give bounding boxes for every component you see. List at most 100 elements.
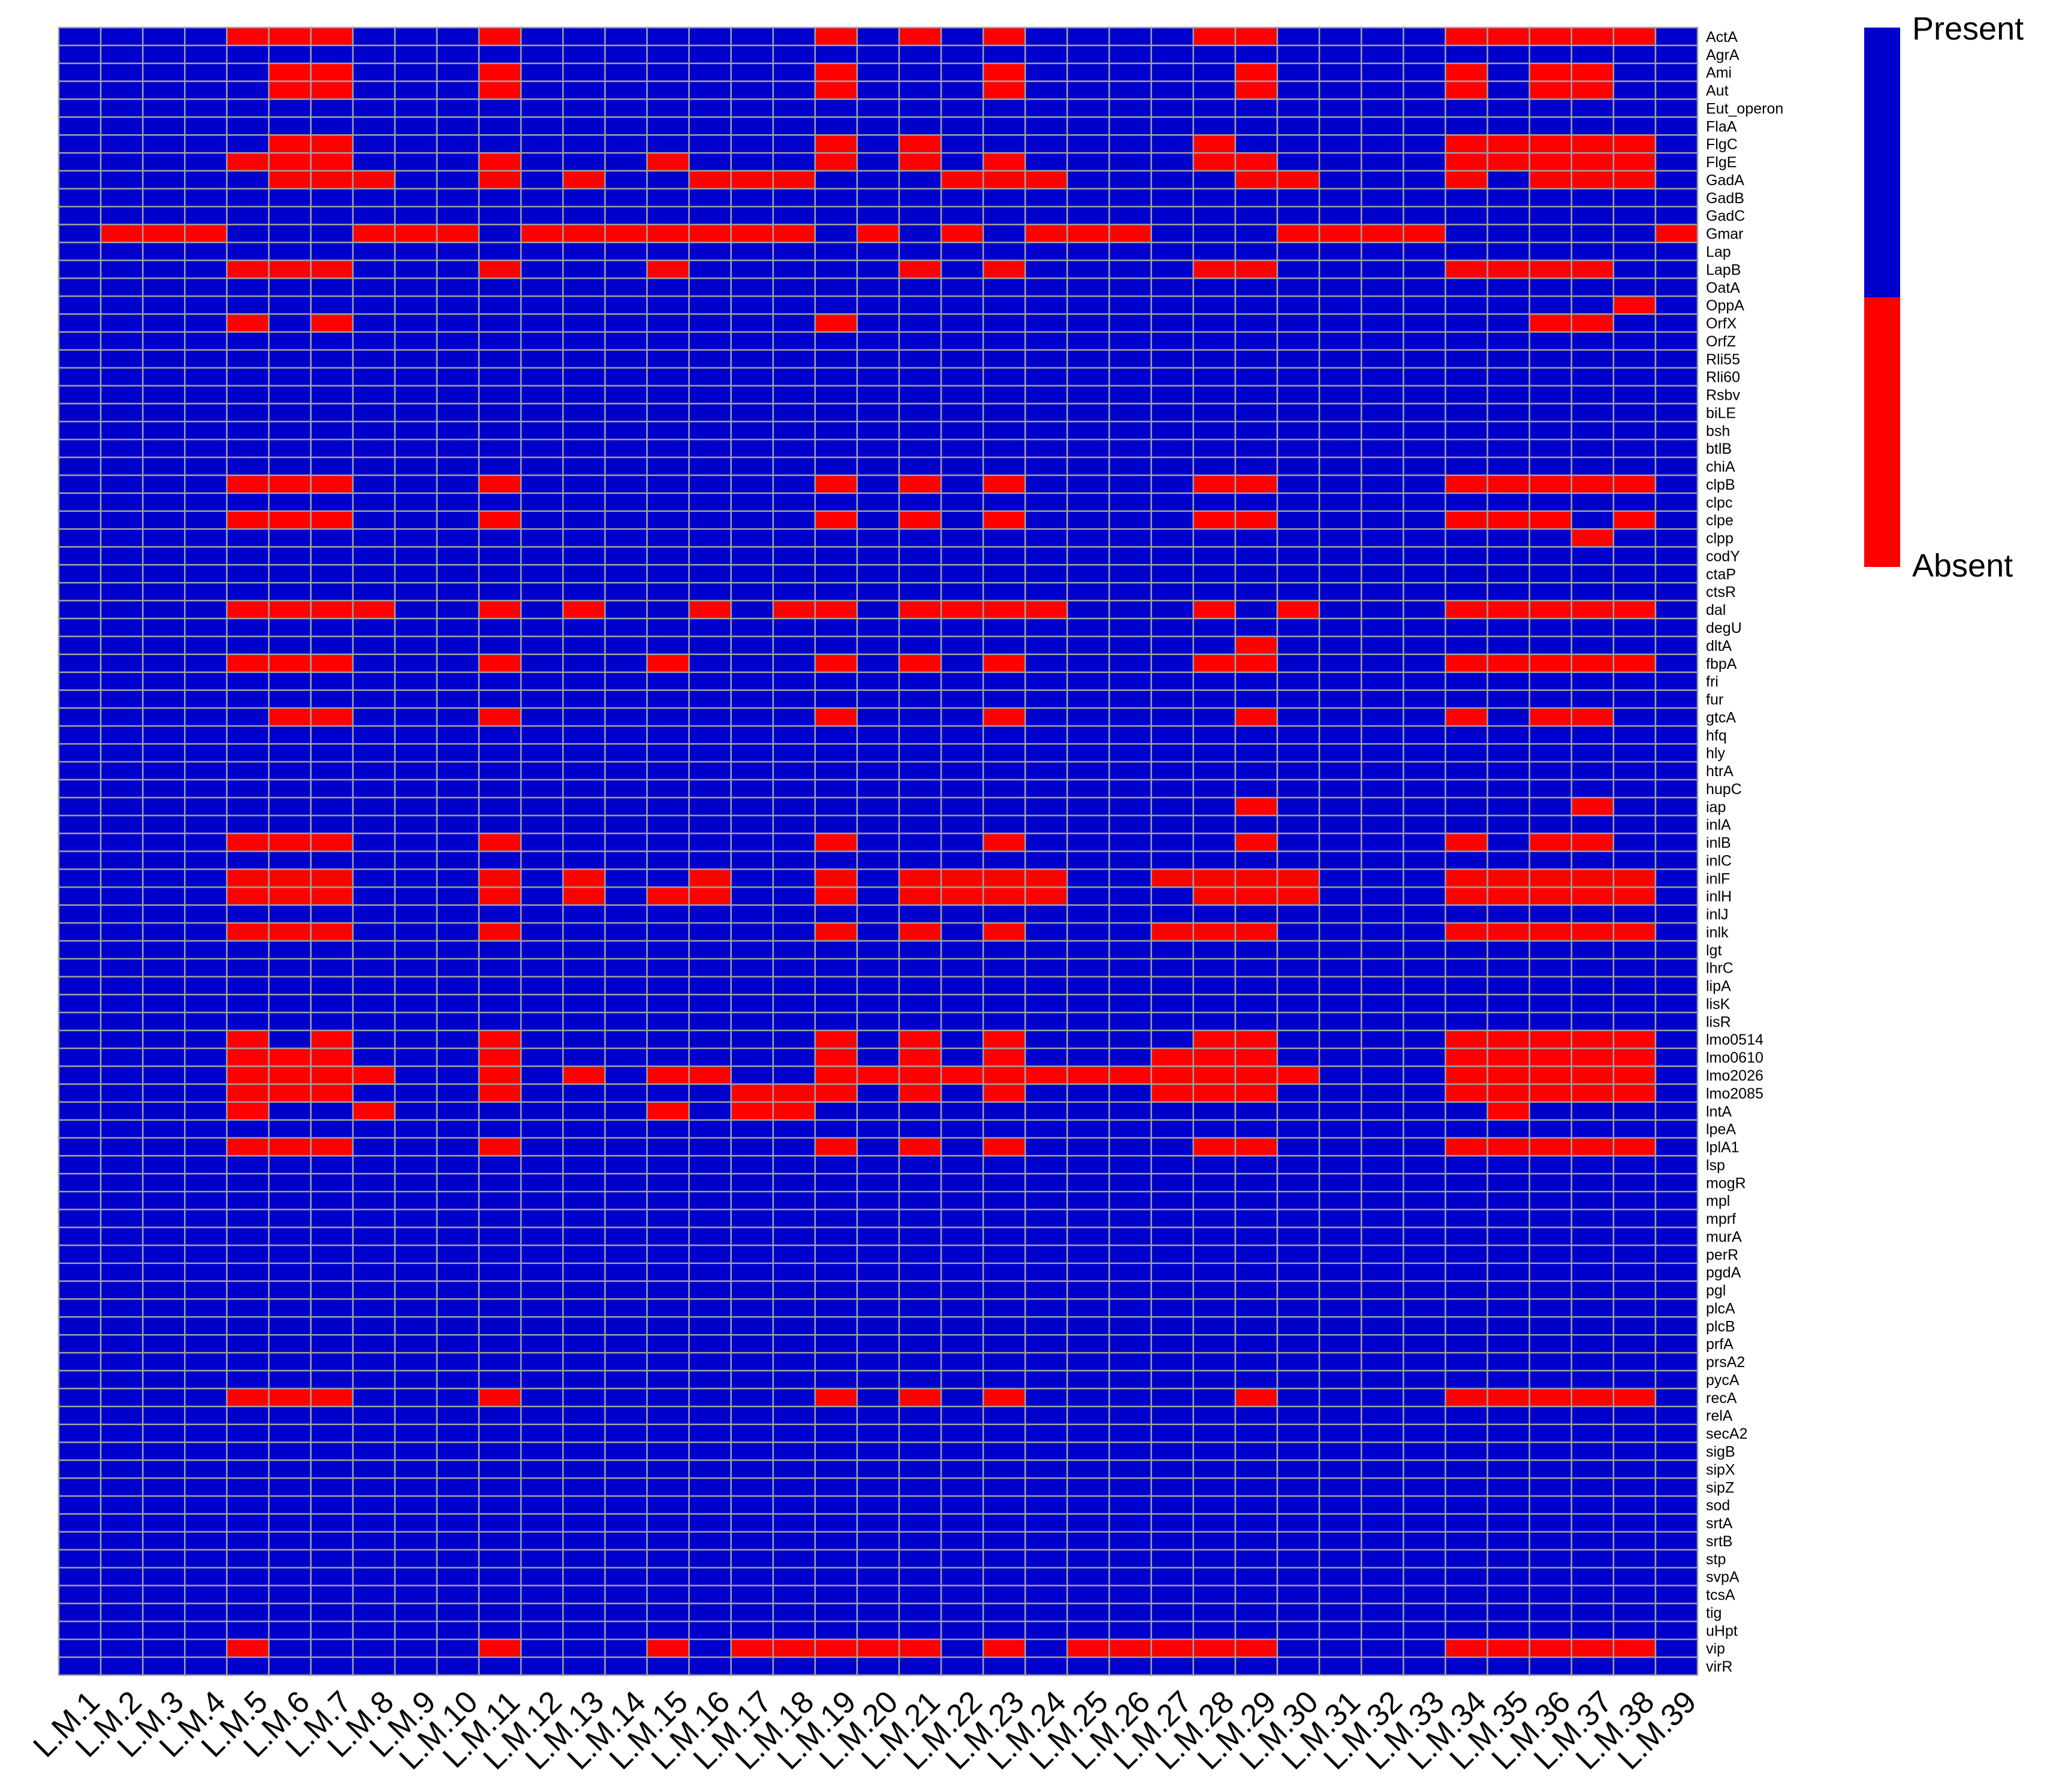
heatmap-cell	[141, 1298, 186, 1318]
heatmap-cell	[562, 170, 606, 190]
heatmap-cell	[1654, 439, 1699, 458]
heatmap-cell	[1612, 1208, 1657, 1229]
heatmap-cell	[268, 1065, 312, 1085]
heatmap-cell	[1403, 1173, 1446, 1193]
heatmap-cell	[1529, 1495, 1572, 1515]
heatmap-cell	[226, 1208, 270, 1229]
heatmap-cell	[982, 98, 1026, 118]
heatmap-cell	[184, 1280, 228, 1300]
heatmap-cell	[520, 1030, 564, 1049]
heatmap-cell	[1529, 707, 1572, 727]
heatmap-cell	[1192, 385, 1237, 405]
heatmap-cell	[58, 421, 102, 441]
heatmap-cell	[1403, 242, 1446, 261]
heatmap-cell	[982, 1137, 1026, 1157]
heatmap-cell	[1570, 564, 1615, 584]
heatmap-cell	[1403, 743, 1446, 763]
heatmap-cell	[1192, 1208, 1237, 1229]
heatmap-cell	[814, 1567, 858, 1586]
heatmap-cell	[814, 850, 858, 870]
heatmap-cell	[1445, 850, 1488, 870]
heatmap-cell	[940, 886, 984, 906]
heatmap-cell	[1487, 761, 1530, 781]
heatmap-cell	[1066, 761, 1110, 781]
heatmap-cell	[58, 958, 102, 978]
heatmap-cell	[730, 439, 774, 458]
heatmap-cell	[1066, 797, 1110, 816]
heatmap-cell	[58, 170, 102, 190]
heatmap-cell	[1445, 635, 1488, 656]
row-label: lplA1	[1706, 1139, 1740, 1156]
heatmap-cell	[478, 1244, 522, 1265]
row-label: recA	[1706, 1390, 1737, 1407]
heatmap-cell	[1150, 1065, 1195, 1085]
heatmap-cell	[352, 295, 396, 315]
heatmap-cell	[1445, 976, 1488, 995]
heatmap-cell	[520, 904, 564, 924]
heatmap-cell	[268, 313, 312, 333]
heatmap-cell	[436, 116, 480, 136]
heatmap-cell	[1192, 1549, 1237, 1568]
heatmap-cell	[1108, 1101, 1152, 1121]
heatmap-cell	[58, 260, 102, 279]
heatmap-cell	[394, 1387, 438, 1408]
heatmap-cell	[1360, 26, 1404, 47]
heatmap-cell	[226, 725, 270, 745]
heatmap-cell	[1318, 277, 1362, 297]
heatmap-cell	[226, 582, 270, 602]
heatmap-cell	[268, 1387, 312, 1408]
heatmap-cell	[1150, 976, 1195, 995]
heatmap-cell	[100, 1567, 144, 1586]
heatmap-cell	[1654, 1155, 1699, 1175]
heatmap-cell	[394, 1316, 438, 1336]
heatmap-cell	[1403, 1585, 1446, 1604]
heatmap-cell	[1360, 44, 1404, 65]
heatmap-cell	[688, 188, 732, 208]
heatmap-cell	[1318, 1351, 1362, 1372]
heatmap-cell	[940, 1173, 984, 1193]
heatmap-cell	[436, 44, 480, 65]
heatmap-cell	[100, 958, 144, 978]
heatmap-cell	[940, 152, 984, 172]
heatmap-cell	[856, 224, 900, 243]
heatmap-cell	[268, 206, 312, 225]
heatmap-cell	[1234, 725, 1279, 745]
heatmap-cell	[1318, 832, 1362, 852]
heatmap-cell	[562, 994, 606, 1013]
heatmap-cell	[352, 725, 396, 745]
heatmap-cell	[478, 295, 522, 315]
heatmap-cell	[604, 958, 648, 978]
heatmap-cell	[100, 1155, 144, 1175]
heatmap-cell	[856, 1621, 900, 1640]
heatmap-cell	[730, 832, 774, 852]
heatmap-cell	[1066, 242, 1110, 261]
heatmap-cell	[898, 904, 942, 924]
heatmap-cell	[1403, 1441, 1446, 1461]
heatmap-cell	[982, 940, 1026, 960]
heatmap-cell	[520, 403, 564, 423]
heatmap-cell	[1487, 331, 1530, 351]
heatmap-cell	[1234, 1262, 1279, 1282]
heatmap-cell	[436, 331, 480, 351]
heatmap-cell	[1066, 635, 1110, 656]
heatmap-cell	[1192, 1262, 1237, 1282]
heatmap-cell	[478, 206, 522, 225]
heatmap-cell	[100, 779, 144, 799]
heatmap-cell	[1108, 295, 1152, 315]
heatmap-cell	[184, 1030, 228, 1049]
heatmap-cell	[856, 1405, 900, 1425]
heatmap-cell	[520, 62, 564, 82]
heatmap-cell	[1445, 277, 1488, 297]
heatmap-cell	[940, 1101, 984, 1121]
heatmap-cell	[394, 456, 438, 476]
heatmap-cell	[1150, 743, 1195, 763]
heatmap-cell	[100, 1513, 144, 1533]
heatmap-cell	[478, 1513, 522, 1533]
heatmap-cell	[1445, 1638, 1488, 1658]
heatmap-cell	[772, 492, 816, 512]
heatmap-cell	[100, 564, 144, 584]
heatmap-cell	[1024, 1065, 1068, 1085]
heatmap-cell	[1192, 635, 1237, 656]
heatmap-cell	[814, 832, 858, 852]
heatmap-cell	[394, 1262, 438, 1282]
